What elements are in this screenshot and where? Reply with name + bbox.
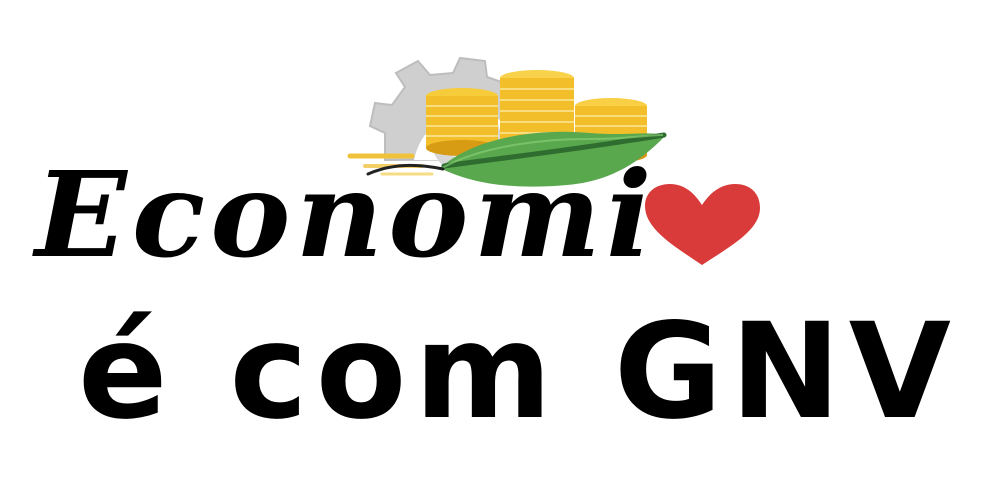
leaf-icon (366, 131, 667, 187)
heart-icon (644, 184, 760, 265)
gear-coins-leaf-icon (347, 56, 667, 187)
headline-text: Economi (35, 145, 657, 284)
headline: Economi (35, 155, 770, 275)
tagline: é com GNV (78, 295, 959, 449)
